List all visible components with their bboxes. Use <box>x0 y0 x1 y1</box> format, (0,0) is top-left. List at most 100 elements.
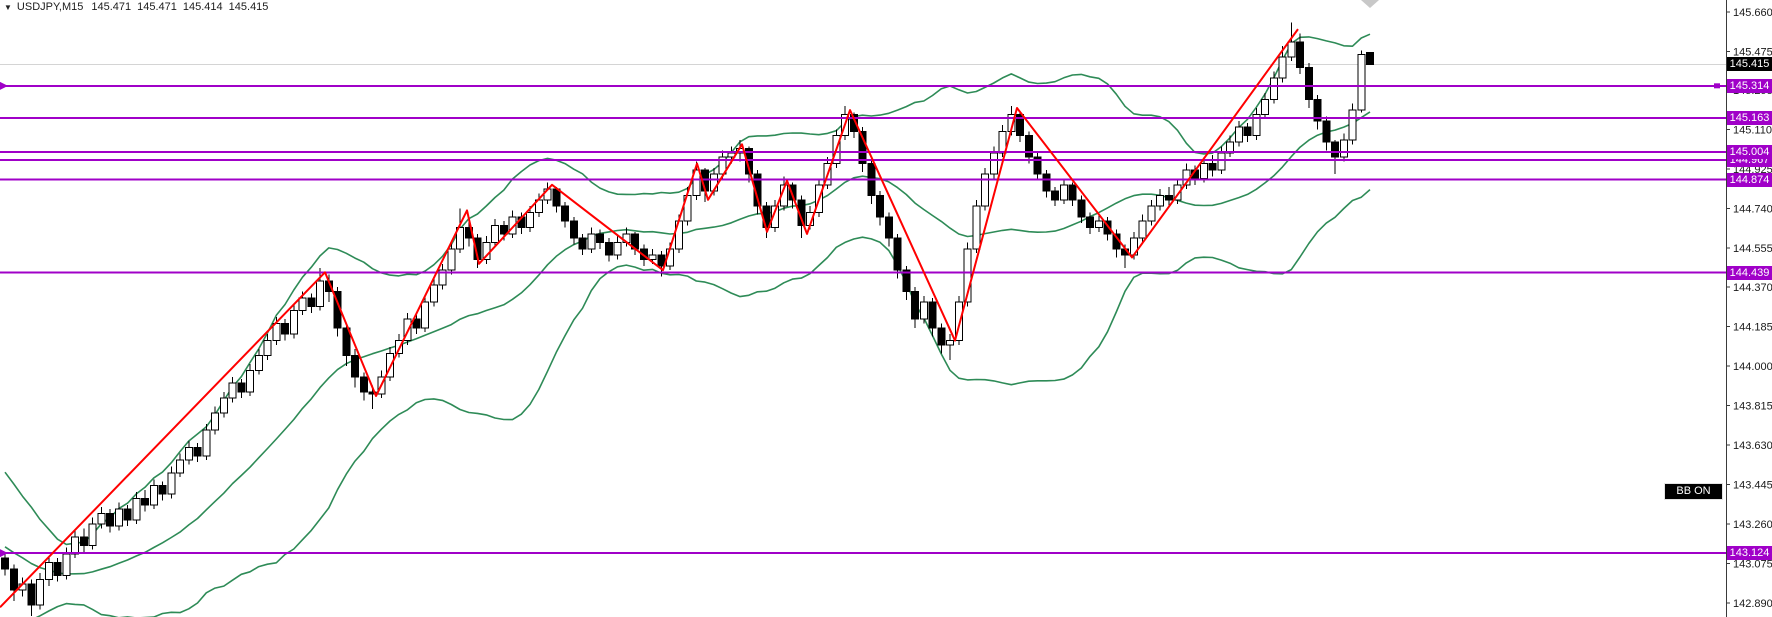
candle-body <box>394 340 403 354</box>
candle-body <box>359 376 368 393</box>
candle-body <box>604 241 613 256</box>
candle-body <box>552 188 561 207</box>
candle-body <box>342 327 351 357</box>
candle-body <box>9 568 18 591</box>
candle-body <box>1208 162 1217 171</box>
candle-body <box>648 254 657 260</box>
candle-body <box>97 512 106 525</box>
ohlc-high-value: 145.471 <box>137 1 177 13</box>
candle-body <box>1287 41 1296 58</box>
candle-body <box>981 173 989 207</box>
candle-body <box>246 369 254 393</box>
candle-body <box>429 284 438 303</box>
candle-body <box>44 561 53 581</box>
candle-body <box>893 237 902 271</box>
level-start-marker-icon <box>0 549 8 558</box>
axis-tick-label: 142.890 <box>1733 598 1772 610</box>
axis-tick-label: 145.110 <box>1733 124 1772 136</box>
candle-body <box>508 216 517 235</box>
candle-body <box>421 301 429 329</box>
candle-body <box>1313 98 1322 122</box>
candle-body <box>1348 109 1357 141</box>
candle-body <box>902 269 911 293</box>
chart-shift-marker-icon[interactable] <box>1361 0 1379 8</box>
candle-body <box>1199 162 1208 179</box>
candle-body <box>1156 194 1164 207</box>
candle-body <box>762 205 771 228</box>
candle-body <box>237 382 246 393</box>
candle-body <box>919 301 928 320</box>
candle-body <box>1077 199 1086 218</box>
candle-body <box>1094 220 1103 228</box>
candle-body <box>946 340 954 346</box>
axis-tick-label: 144.740 <box>1733 203 1772 215</box>
candle-body <box>106 512 114 527</box>
level-price-badge: 145.314 <box>1727 79 1772 93</box>
axis-tick-label: 143.075 <box>1733 559 1772 571</box>
candle-body <box>753 173 762 207</box>
candle-body <box>1138 220 1147 239</box>
candle-body <box>447 248 456 271</box>
candle-body <box>561 205 569 222</box>
candle-body <box>219 397 228 414</box>
candle-body <box>1217 152 1226 171</box>
candle-body <box>438 269 447 286</box>
axis-tick-label: 143.815 <box>1733 401 1772 413</box>
candle-body <box>1033 156 1042 175</box>
bollinger-middle-band <box>4 111 1371 575</box>
candle-body <box>228 382 237 399</box>
level-price-badge: 143.124 <box>1727 546 1772 560</box>
candle-body <box>1331 141 1339 158</box>
candle-body <box>587 233 596 250</box>
axis-tick-label: 143.630 <box>1733 440 1772 452</box>
candle-body <box>963 248 972 303</box>
candle-body <box>1366 51 1374 65</box>
candle-body <box>176 459 184 474</box>
axis-tick-label: 144.370 <box>1733 282 1772 294</box>
candle-body <box>1296 41 1304 68</box>
candle-body <box>412 318 421 329</box>
axis-tick-label: 143.260 <box>1733 519 1772 531</box>
candle-body <box>149 485 158 506</box>
candle-body <box>1278 56 1287 79</box>
level-price-badge: 145.163 <box>1727 111 1772 125</box>
candle-body <box>1261 98 1269 115</box>
candle-body <box>1269 77 1278 100</box>
candle-body <box>771 205 779 228</box>
candle-body <box>289 310 298 335</box>
candle-body <box>1173 184 1182 201</box>
candle-body <box>386 352 394 378</box>
chart-menu-arrow-icon[interactable]: ▼ <box>4 2 12 12</box>
symbol-period-label: USDJPY,M15 <box>16 1 84 13</box>
candle-body <box>876 194 884 218</box>
bollinger-upper-band <box>4 33 1371 546</box>
zigzag-line <box>0 28 1299 608</box>
candle-body <box>351 355 359 378</box>
candle-body <box>692 169 701 196</box>
candle-body <box>62 553 71 576</box>
candle-body <box>989 152 998 175</box>
candle-body <box>937 327 946 346</box>
candle-body <box>167 472 176 495</box>
candle-body <box>88 523 97 546</box>
level-drag-handle[interactable] <box>1714 83 1720 89</box>
candle-body <box>657 254 666 267</box>
candle-body <box>456 226 464 250</box>
candle-body <box>849 113 858 132</box>
candle-body <box>911 291 919 320</box>
bb-toggle-button[interactable]: BB ON <box>1664 483 1723 500</box>
candle-body <box>744 148 753 175</box>
candle-body <box>596 233 604 243</box>
candle-body <box>132 497 141 521</box>
candle-body <box>578 237 587 250</box>
candle-body <box>499 224 508 235</box>
candle-body <box>569 220 578 239</box>
candle-body <box>1086 216 1094 228</box>
candle-body <box>1339 139 1348 158</box>
current-price-badge: 145.415 <box>1727 57 1772 71</box>
candle-body <box>298 297 307 312</box>
candle-body <box>1234 126 1243 143</box>
candle-body <box>281 323 289 335</box>
